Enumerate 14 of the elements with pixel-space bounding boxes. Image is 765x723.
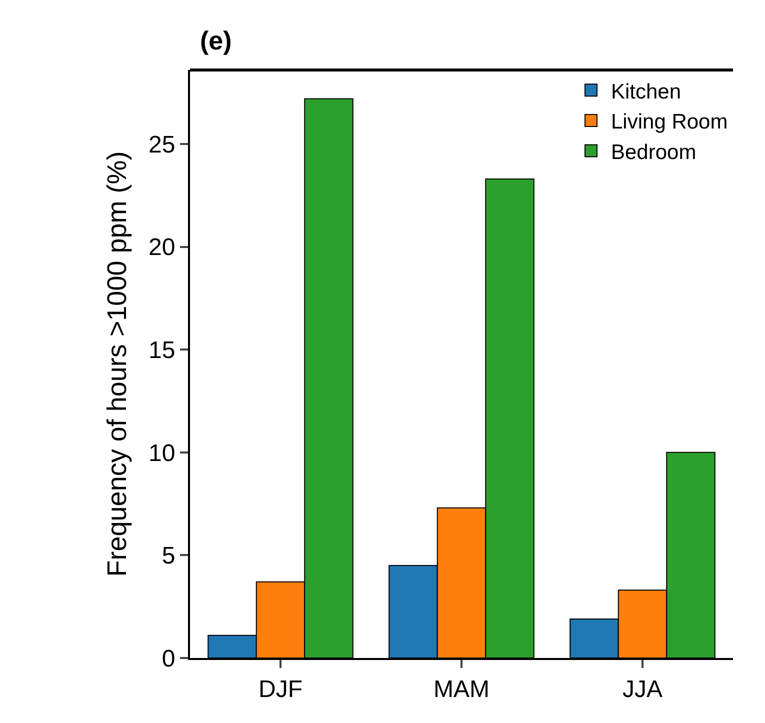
y-tick-label: 10 [148, 440, 176, 467]
y-tick-label: 0 [162, 645, 176, 672]
y-tick-label: 20 [148, 234, 176, 262]
y-tick-label: 15 [148, 337, 176, 364]
chart-title: (e) [200, 25, 232, 56]
y-tick-label: 5 [162, 542, 176, 570]
legend-label: Kitchen [611, 80, 682, 104]
y-axis-title: Frequency of hours >1000 ppm (%) [102, 151, 132, 577]
x-tick-label: DJF [258, 676, 302, 703]
x-tick-label: JJA [622, 676, 663, 703]
legend-label: Living Room [611, 110, 728, 134]
legend-label: Bedroom [611, 140, 696, 164]
x-tick-label: MAM [434, 676, 490, 703]
y-tick-label: 25 [148, 131, 176, 158]
